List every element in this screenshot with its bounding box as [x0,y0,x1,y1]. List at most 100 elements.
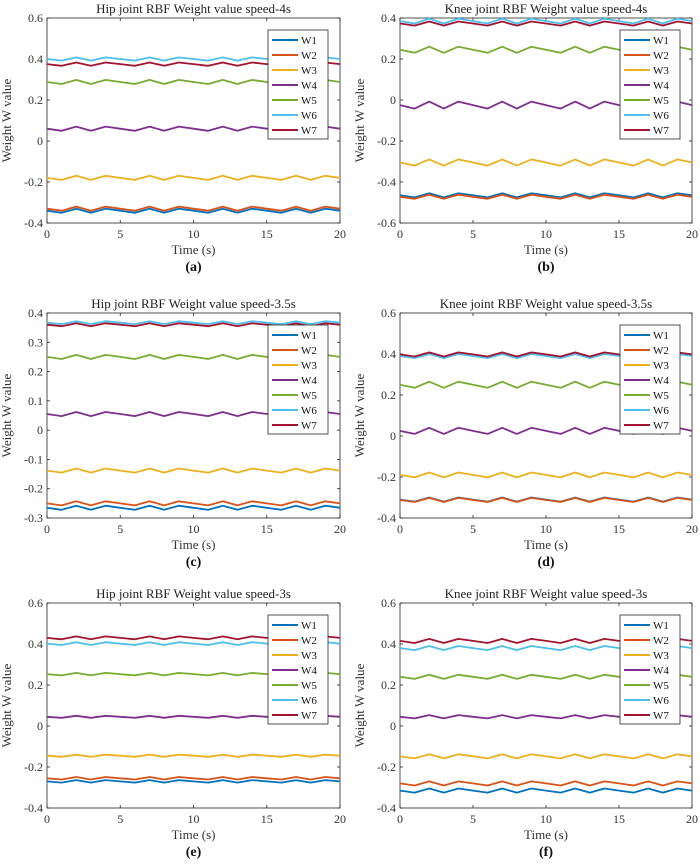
y-tick-label: -0.4 [24,216,43,230]
y-tick-label: 0.6 [28,11,43,25]
x-axis-label: Time (s) [172,537,216,552]
y-tick-label: -0.2 [24,175,43,189]
series-line-w1 [46,504,341,511]
chart-title: Knee joint RBF Weight value speed-4s [445,1,648,16]
legend-label: W4 [301,80,317,92]
y-tick-label: 0 [37,719,43,733]
legend: W1 W2 W3 W4 W5 W6 W7 [267,614,329,725]
x-axis-label: Time (s) [524,242,568,257]
legend-label: W7 [301,125,317,137]
x-tick-label: 15 [613,812,625,826]
x-tick-label: 10 [540,522,552,536]
x-tick-label: 15 [261,227,273,241]
x-tick-label: 0 [397,227,403,241]
x-tick-label: 20 [686,227,698,241]
x-axis-label: Time (s) [524,827,568,842]
x-tick-label: 0 [397,522,403,536]
legend: W1 W2 W3 W4 W5 W6 W7 [619,614,681,725]
legend-label: W5 [301,390,317,402]
legend-label: W4 [653,375,669,387]
y-tick-label: -0.2 [24,482,43,496]
y-tick-label: 0.3 [28,335,43,349]
y-tick-label: 0 [37,423,43,437]
y-tick-label: 0.4 [381,637,396,651]
x-axis-label: Time (s) [172,242,216,257]
legend-label: W2 [301,50,317,62]
x-axis-label: Time (s) [524,537,568,552]
legend: W1 W2 W3 W4 W5 W6 W7 [267,29,329,140]
legend-label: W2 [653,635,669,647]
chart-panel-b: Knee joint RBF Weight value speed-4s 0 5 10… [352,1,698,275]
x-tick-label: 15 [261,522,273,536]
chart-panel-d: Knee joint RBF Weight value speed-3.5s 0 5… [352,296,698,570]
y-tick-label: -0.2 [24,760,43,774]
x-tick-label: 20 [686,522,698,536]
legend-label: W5 [653,680,669,692]
y-tick-label: 0.2 [381,388,396,402]
x-tick-label: 5 [470,812,476,826]
series-line-w1 [46,779,341,784]
panel-label: (e) [186,845,202,860]
x-tick-label: 5 [117,227,123,241]
x-tick-label: 20 [334,812,346,826]
series-line-w2 [46,205,341,212]
legend-label: W5 [301,680,317,692]
legend-label: W4 [301,375,317,387]
series-line-w3 [399,753,693,760]
y-tick-label: -0.1 [24,452,43,466]
x-tick-label: 0 [397,812,403,826]
series-line-w1 [46,207,341,214]
chart-title: Hip joint RBF Weight value speed-3s [96,586,291,601]
y-tick-label: 0.6 [28,596,43,610]
y-tick-label: -0.2 [377,470,396,484]
y-axis-label: Weight W value [0,663,14,747]
y-tick-label: 0.4 [28,52,43,66]
x-tick-label: 20 [334,522,346,536]
panel-label: (c) [186,555,202,570]
y-tick-label: 0.4 [28,637,43,651]
legend-label: W1 [653,35,669,47]
legend: W1 W2 W3 W4 W5 W6 W7 [619,324,681,435]
legend-label: W3 [301,360,317,372]
y-tick-label: -0.4 [377,175,396,189]
legend-label: W1 [653,330,669,342]
legend-label: W1 [301,35,317,47]
series-line-w2 [399,780,693,787]
y-tick-label: -0.3 [24,511,43,525]
legend-label: W6 [653,110,669,122]
legend-label: W6 [301,695,317,707]
y-tick-label: -0.6 [377,216,396,230]
legend-label: W1 [301,330,317,342]
x-tick-label: 5 [470,227,476,241]
y-tick-label: 0.2 [28,93,43,107]
chart-title: Hip joint RBF Weight value speed-4s [96,1,291,16]
x-tick-label: 5 [470,522,476,536]
series-line-w3 [399,158,693,167]
legend-label: W7 [653,125,669,137]
y-axis-label: Weight W value [352,373,367,457]
series-line-w2 [399,496,693,503]
legend-label: W6 [653,405,669,417]
y-axis-label: Weight W value [0,78,14,162]
x-tick-label: 0 [44,522,50,536]
legend-label: W3 [653,360,669,372]
legend-label: W1 [301,620,317,632]
legend-label: W2 [653,50,669,62]
y-tick-label: 0 [37,134,43,148]
y-tick-label: 0.4 [381,347,396,361]
x-tick-label: 10 [540,227,552,241]
series-line-w1 [399,787,693,794]
y-axis-label: Weight W value [352,663,367,747]
series-line-w6 [399,17,693,25]
x-tick-label: 15 [613,522,625,536]
chart-panel-f: Knee joint RBF Weight value speed-3s 0 5 10… [352,586,698,860]
x-tick-label: 10 [188,812,200,826]
series-line-w7 [46,322,341,328]
chart-panel-a: Hip joint RBF Weight value speed-4s 0 5 10 1… [0,1,346,275]
y-tick-label: -0.4 [24,801,43,815]
legend-label: W7 [301,420,317,432]
chart-panel-e: Hip joint RBF Weight value speed-3s 0 5 10 1… [0,586,346,860]
legend-label: W5 [653,95,669,107]
y-tick-label: -0.2 [377,760,396,774]
x-tick-label: 20 [686,812,698,826]
